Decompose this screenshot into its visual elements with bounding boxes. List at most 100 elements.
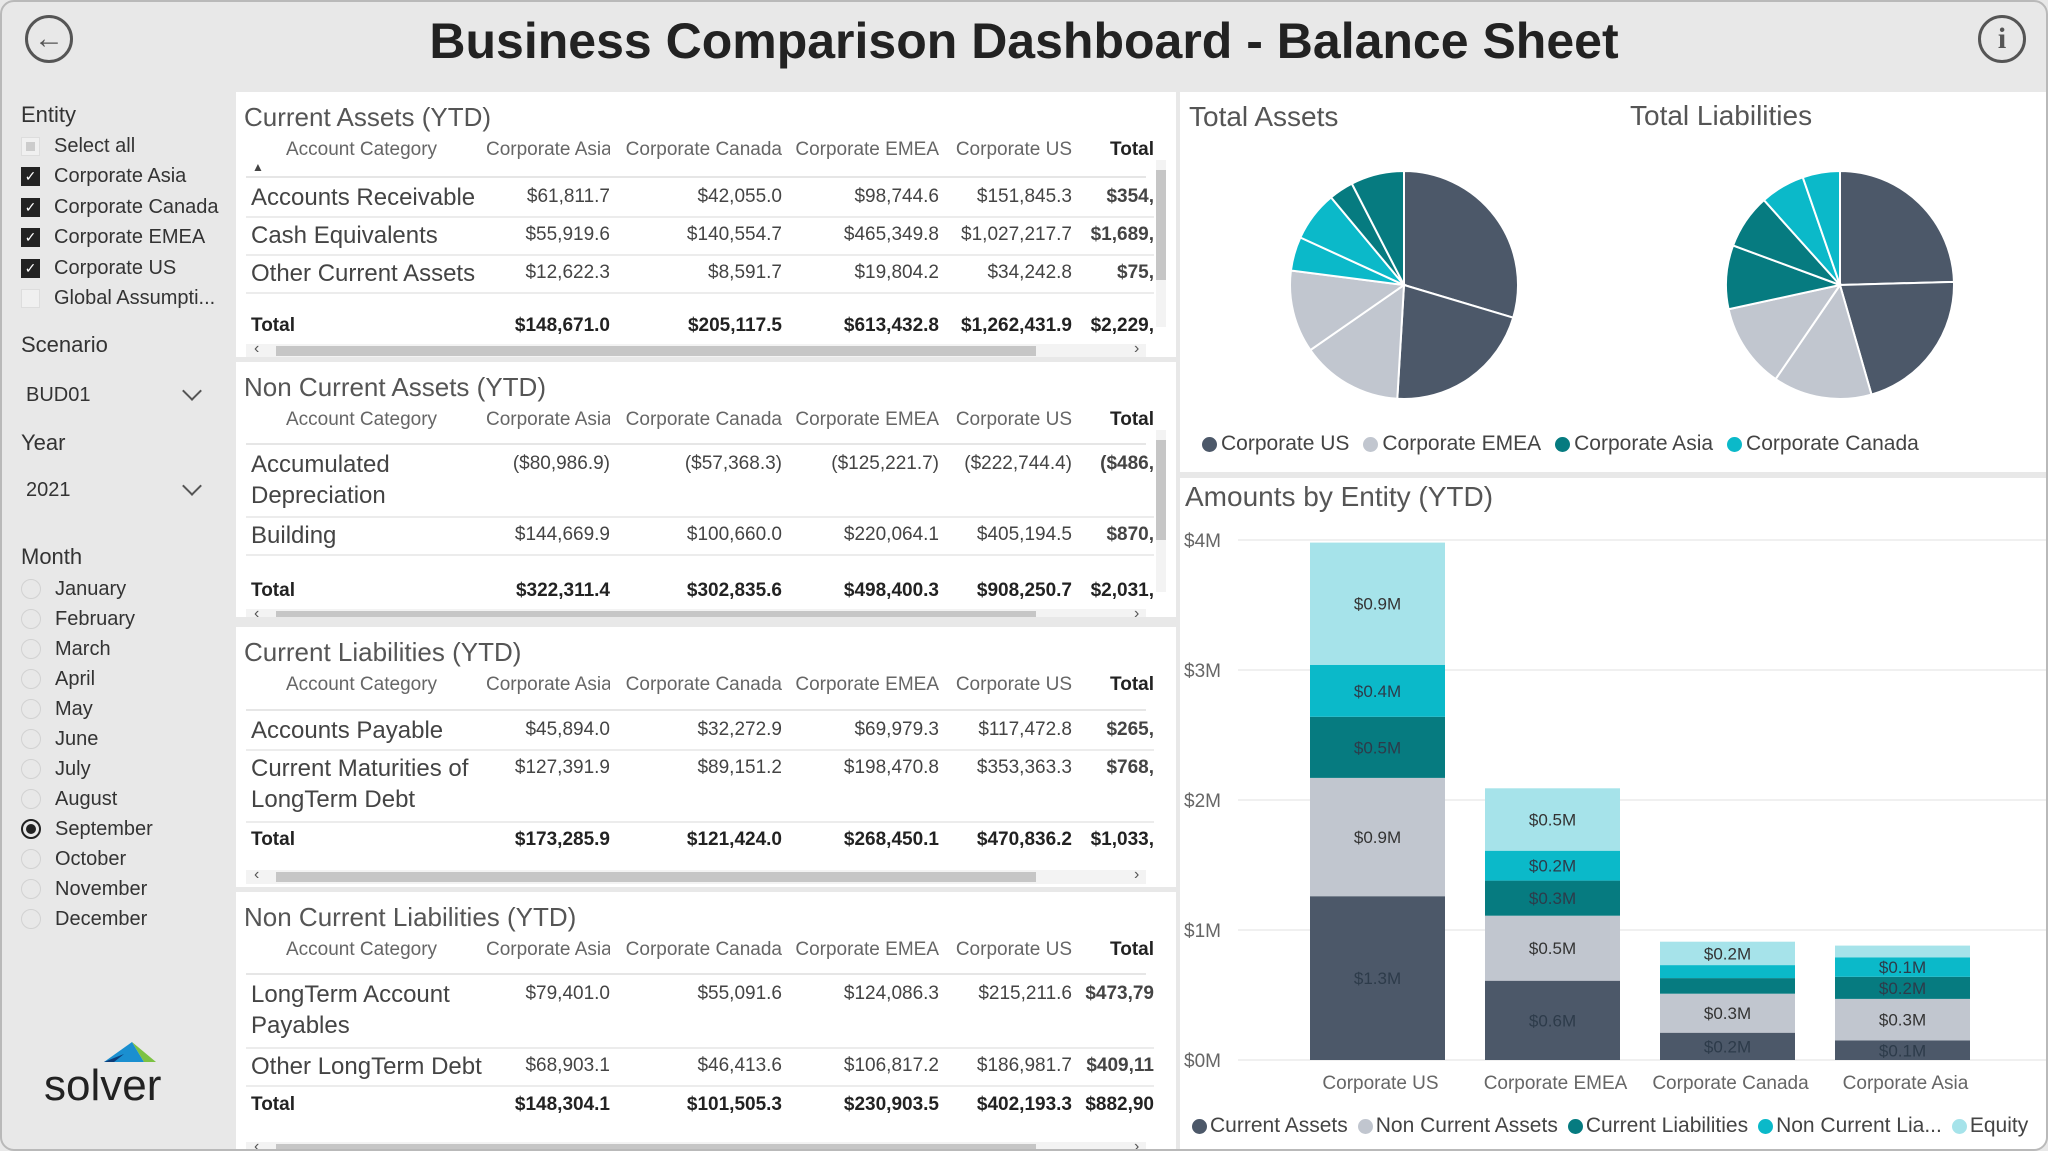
column-header[interactable]: Corporate Canada xyxy=(625,939,782,960)
radio-button[interactable] xyxy=(21,639,41,659)
pie-slice[interactable] xyxy=(1403,169,1519,319)
column-header[interactable]: Corporate Asia xyxy=(486,674,610,695)
back-arrow-icon[interactable]: ← xyxy=(25,15,73,63)
scroll-right-icon[interactable]: › xyxy=(1134,1138,1140,1151)
column-header[interactable]: Account Category xyxy=(286,409,438,430)
entity-option[interactable]: ✓ Corporate EMEA xyxy=(21,224,205,252)
column-header[interactable]: Corporate EMEA xyxy=(795,674,939,695)
scenario-dropdown[interactable]: BUD01 xyxy=(21,377,211,413)
entity-option[interactable]: ✓ Corporate Asia xyxy=(21,163,186,191)
vertical-scrollbar[interactable] xyxy=(1156,430,1166,592)
pie-slice[interactable] xyxy=(1308,283,1406,400)
legend-item[interactable]: Corporate US xyxy=(1202,432,1349,456)
scroll-left-icon[interactable]: ‹ xyxy=(254,1138,260,1151)
bar-segment[interactable] xyxy=(1310,896,1445,1060)
column-header[interactable]: Corporate EMEA xyxy=(795,409,939,430)
horizontal-scrollbar[interactable]: ‹ › xyxy=(246,605,1146,617)
bar-segment[interactable] xyxy=(1660,965,1795,979)
column-header[interactable]: Corporate US xyxy=(955,139,1072,160)
pie-slice[interactable] xyxy=(1774,282,1873,400)
radio-button[interactable] xyxy=(21,879,41,899)
bar-segment[interactable] xyxy=(1310,542,1445,665)
column-header[interactable]: Corporate EMEA xyxy=(795,939,939,960)
legend-item[interactable]: Equity xyxy=(1951,1114,2028,1138)
checkbox[interactable] xyxy=(21,136,40,156)
radio-button[interactable] xyxy=(21,909,41,929)
bar-segment[interactable] xyxy=(1660,1032,1795,1060)
pie-slice[interactable] xyxy=(1289,269,1407,352)
column-header[interactable]: Total xyxy=(1110,409,1154,430)
column-header[interactable]: Corporate US xyxy=(955,409,1072,430)
legend-item[interactable]: Non Current Lia... xyxy=(1758,1114,1942,1138)
entity-option[interactable]: ✓ Corporate Canada xyxy=(21,193,219,221)
month-option[interactable]: November xyxy=(21,875,147,903)
radio-button[interactable] xyxy=(21,789,41,809)
month-option[interactable]: July xyxy=(21,755,91,783)
radio-button[interactable] xyxy=(21,579,41,599)
month-option[interactable]: May xyxy=(21,695,93,723)
bar-segment[interactable] xyxy=(1485,850,1620,881)
column-header[interactable]: Corporate Canada xyxy=(625,139,782,160)
legend-item[interactable]: Non Current Assets xyxy=(1357,1114,1558,1138)
scroll-left-icon[interactable]: ‹ xyxy=(254,866,260,883)
legend-item[interactable]: Current Assets xyxy=(1192,1114,1348,1138)
column-header[interactable]: Corporate EMEA xyxy=(795,139,939,160)
pie-slice[interactable] xyxy=(1801,169,1841,286)
bar-segment[interactable] xyxy=(1485,980,1620,1060)
scroll-left-icon[interactable]: ‹ xyxy=(254,605,260,617)
month-option[interactable]: June xyxy=(21,725,98,753)
month-option[interactable]: September xyxy=(21,815,153,843)
column-header[interactable]: Total xyxy=(1110,939,1154,960)
checkbox[interactable] xyxy=(21,289,40,308)
bar-segment[interactable] xyxy=(1660,978,1795,994)
bar-segment[interactable] xyxy=(1835,945,1970,958)
legend-item[interactable]: Corporate Canada xyxy=(1727,432,1919,456)
column-header[interactable]: Account Category xyxy=(286,139,438,160)
column-header[interactable]: Corporate US xyxy=(955,674,1072,695)
radio-button[interactable] xyxy=(21,729,41,749)
bar-segment[interactable] xyxy=(1310,664,1445,717)
radio-button[interactable] xyxy=(21,669,41,689)
bar-segment[interactable] xyxy=(1485,880,1620,916)
horizontal-scrollbar[interactable]: ‹ › xyxy=(246,340,1146,357)
checkbox[interactable]: ✓ xyxy=(21,167,40,186)
bar-segment[interactable] xyxy=(1835,976,1970,999)
horizontal-scrollbar[interactable]: ‹ › xyxy=(246,1138,1146,1149)
scrollbar-thumb[interactable] xyxy=(1156,170,1166,280)
checkbox[interactable]: ✓ xyxy=(21,258,40,278)
entity-option[interactable]: Global Assumpti... xyxy=(21,285,215,313)
bar-segment[interactable] xyxy=(1485,915,1620,981)
radio-button[interactable] xyxy=(21,849,41,869)
radio-button[interactable] xyxy=(21,699,41,719)
bar-segment[interactable] xyxy=(1835,957,1970,977)
bar-segment[interactable] xyxy=(1835,998,1970,1041)
entity-option[interactable]: ✓ Corporate US xyxy=(21,254,176,282)
month-option[interactable]: March xyxy=(21,635,111,663)
month-option[interactable]: February xyxy=(21,605,135,633)
scrollbar-thumb[interactable] xyxy=(276,1144,1036,1149)
bar-segment[interactable] xyxy=(1660,941,1795,966)
month-option[interactable]: January xyxy=(21,575,126,603)
month-option[interactable]: October xyxy=(21,845,126,873)
pie-slice[interactable] xyxy=(1838,280,1955,396)
bar-segment[interactable] xyxy=(1485,788,1620,851)
scroll-left-icon[interactable]: ‹ xyxy=(254,340,260,357)
scrollbar-thumb[interactable] xyxy=(1156,440,1166,540)
bar-segment[interactable] xyxy=(1310,716,1445,778)
column-header[interactable]: Corporate Asia xyxy=(486,139,610,160)
horizontal-scrollbar[interactable]: ‹ › xyxy=(246,866,1146,884)
scrollbar-thumb[interactable] xyxy=(276,611,1036,617)
month-option[interactable]: August xyxy=(21,785,117,813)
bar-segment[interactable] xyxy=(1835,1040,1970,1061)
bar-segment[interactable] xyxy=(1310,777,1445,897)
scrollbar-thumb[interactable] xyxy=(276,872,1036,882)
pie-slice[interactable] xyxy=(1727,283,1843,381)
bar-segment[interactable] xyxy=(1660,993,1795,1033)
legend-item[interactable]: Corporate Asia xyxy=(1555,432,1713,456)
scroll-right-icon[interactable]: › xyxy=(1134,866,1140,883)
scroll-right-icon[interactable]: › xyxy=(1134,605,1140,617)
scrollbar-thumb[interactable] xyxy=(276,346,1036,356)
column-header[interactable]: Total xyxy=(1110,139,1154,160)
month-option[interactable]: April xyxy=(21,665,95,693)
month-option[interactable]: December xyxy=(21,905,147,933)
